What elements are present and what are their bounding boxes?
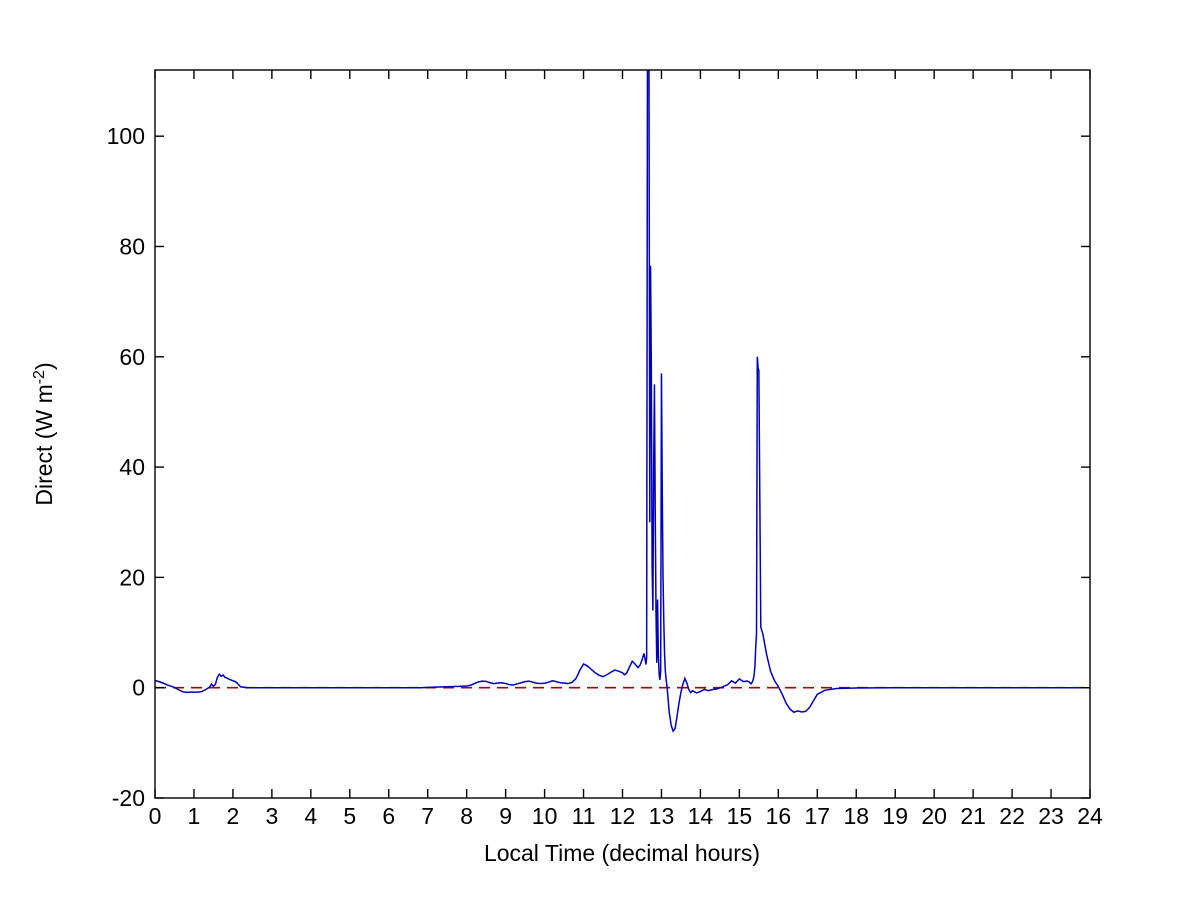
x-tick-label: 16: [766, 803, 792, 829]
x-tick-label: 17: [804, 803, 830, 829]
y-axis-ticks: -20 0 20 40 60 80 100: [107, 123, 1090, 811]
x-tick-label: 19: [882, 803, 908, 829]
y-tick-label: 80: [119, 233, 145, 259]
x-tick-label: 2: [227, 803, 240, 829]
x-tick-label: 23: [1038, 803, 1064, 829]
y-axis-title: Direct (W m-2): [31, 362, 57, 505]
x-tick-label: 6: [382, 803, 395, 829]
x-axis-ticks: 0 1 2 3 4 5 6 7 8 9 10 11 12 13 14 15 16 17 18 19 20 21 22 23 24: [149, 70, 1103, 829]
x-tick-label: 12: [610, 803, 636, 829]
x-tick-label: 14: [688, 803, 714, 829]
x-tick-label: 15: [727, 803, 753, 829]
x-tick-label: 13: [649, 803, 675, 829]
x-tick-label: 8: [460, 803, 473, 829]
x-tick-label: 22: [999, 803, 1025, 829]
x-tick-label: 9: [499, 803, 512, 829]
x-tick-label: 1: [188, 803, 201, 829]
y-tick-label: 100: [107, 123, 145, 149]
x-tick-label: 7: [421, 803, 434, 829]
y-tick-label: 60: [119, 344, 145, 370]
x-tick-label: 11: [572, 803, 596, 829]
x-tick-label: 4: [304, 803, 317, 829]
direct-series-line: [155, 70, 1090, 733]
y-tick-label: 0: [132, 675, 145, 701]
x-tick-label: 20: [921, 803, 947, 829]
y-tick-label: 20: [119, 564, 145, 590]
x-tick-label: 24: [1077, 803, 1103, 829]
x-tick-label: 5: [343, 803, 356, 829]
x-tick-label: 10: [532, 803, 558, 829]
plot-background: [155, 70, 1090, 798]
y-tick-label: 40: [119, 454, 145, 480]
x-tick-label: 3: [265, 803, 278, 829]
x-axis-title: Local Time (decimal hours): [484, 840, 760, 866]
x-tick-label: 21: [960, 803, 986, 829]
y-tick-label: -20: [112, 785, 145, 811]
x-tick-label: 18: [843, 803, 869, 829]
x-tick-label: 0: [149, 803, 162, 829]
